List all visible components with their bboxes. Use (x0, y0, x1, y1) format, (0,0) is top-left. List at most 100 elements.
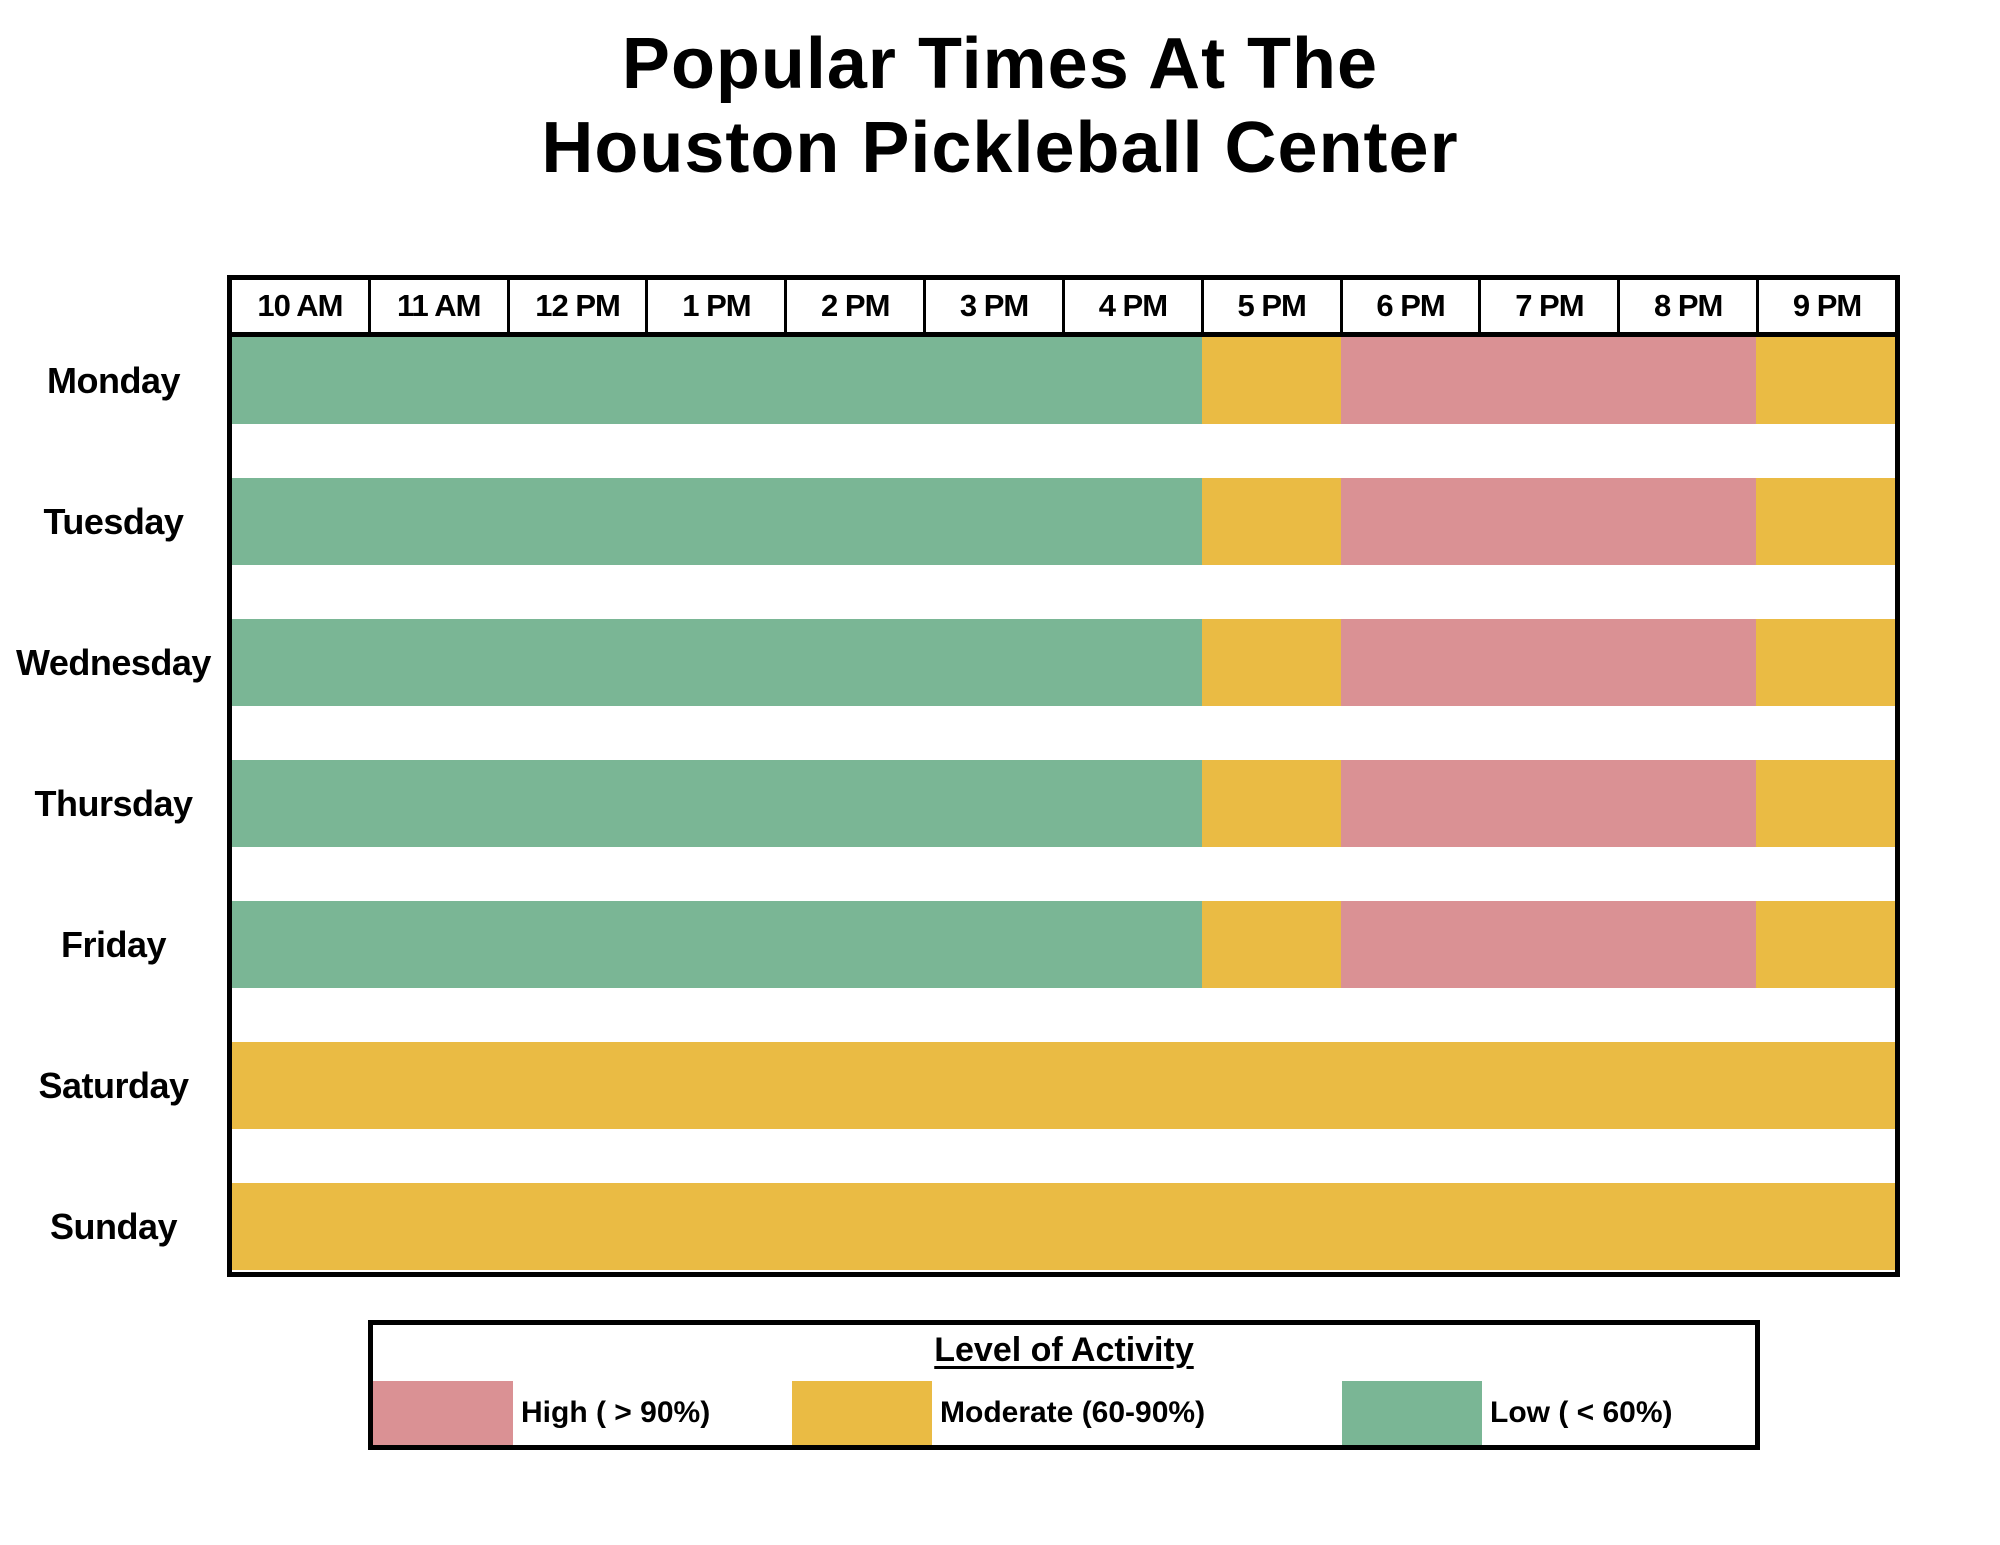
activity-cell-low (1063, 337, 1203, 424)
activity-cell-low (509, 901, 648, 988)
activity-cell-low (370, 619, 510, 706)
legend-title: Level of Activity (934, 1331, 1194, 1369)
activity-cell-moderate (1202, 1183, 1341, 1270)
activity-cell-low (370, 901, 510, 988)
activity-cell-moderate (647, 1183, 787, 1270)
activity-cell-high (1617, 760, 1757, 847)
day-row (232, 901, 1895, 988)
day-row (232, 1042, 1895, 1129)
activity-cell-high (1479, 619, 1618, 706)
activity-cell-low (786, 760, 925, 847)
activity-cell-moderate (786, 1183, 925, 1270)
activity-cell-low (232, 760, 371, 847)
activity-cell-moderate (1756, 1042, 1895, 1129)
activity-cell-low (232, 478, 371, 565)
activity-cell-moderate (1756, 619, 1895, 706)
activity-cell-high (1479, 478, 1618, 565)
time-header-cell: 8 PM (1620, 280, 1760, 332)
activity-cell-moderate (647, 1042, 787, 1129)
activity-cell-moderate (1202, 1042, 1341, 1129)
activity-cell-high (1479, 760, 1618, 847)
activity-cell-low (786, 478, 925, 565)
day-row (232, 337, 1895, 424)
activity-cell-moderate (1479, 1042, 1618, 1129)
day-row (232, 619, 1895, 706)
time-header-cell: 3 PM (926, 280, 1065, 332)
activity-cell-low (924, 901, 1064, 988)
activity-cell-moderate (509, 1183, 648, 1270)
legend-item-low: Low ( < 60%) (1342, 1381, 1673, 1445)
activity-cell-moderate (370, 1183, 510, 1270)
day-label: Sunday (49, 1205, 178, 1247)
activity-cell-low (1063, 901, 1203, 988)
activity-cell-low (647, 337, 787, 424)
activity-cell-moderate (1756, 337, 1895, 424)
activity-cell-low (509, 619, 648, 706)
legend-swatch-low (1342, 1381, 1482, 1445)
time-header-cell: 4 PM (1064, 280, 1204, 332)
activity-cell-low (786, 619, 925, 706)
day-label: Monday (46, 359, 181, 401)
activity-cell-low (509, 760, 648, 847)
legend-item-moderate: Moderate (60-90%) (792, 1381, 1205, 1445)
activity-cell-low (924, 619, 1064, 706)
activity-cell-low (647, 478, 787, 565)
activity-cell-moderate (924, 1042, 1064, 1129)
activity-cell-low (786, 337, 925, 424)
activity-cell-high (1340, 619, 1480, 706)
activity-cell-low (924, 760, 1064, 847)
legend-swatch-moderate (792, 1381, 932, 1445)
activity-cell-low (509, 478, 648, 565)
legend-label: Low ( < 60%) (1490, 1396, 1673, 1429)
time-header-cell: 9 PM (1759, 280, 1895, 332)
time-header-row: 10 AM 11 AM 12 PM 1 PM 2 PM 3 PM 4 PM 5 PM 6 PM 7… (232, 280, 1895, 337)
time-header-cell: 1 PM (648, 280, 788, 332)
legend-label: High ( > 90%) (521, 1396, 711, 1429)
activity-cell-moderate (370, 1042, 510, 1129)
activity-cell-low (924, 478, 1064, 565)
time-header-cell: 12 PM (509, 280, 649, 332)
activity-cell-moderate (232, 1183, 371, 1270)
activity-cell-moderate (1202, 478, 1341, 565)
activity-cell-moderate (1617, 1042, 1757, 1129)
activity-cell-moderate (1063, 1183, 1203, 1270)
activity-cell-low (370, 478, 510, 565)
activity-cell-high (1340, 478, 1480, 565)
day-row (232, 478, 1895, 565)
time-header-cell: 6 PM (1342, 280, 1482, 332)
activity-cell-moderate (1202, 760, 1341, 847)
activity-cell-low (370, 337, 510, 424)
activity-cell-moderate (924, 1183, 1064, 1270)
time-header-cell: 5 PM (1203, 280, 1343, 332)
chart-title: Popular Times At The Houston Pickleball … (0, 22, 2000, 190)
day-label: Friday (60, 923, 167, 965)
activity-cell-low (509, 337, 648, 424)
activity-cell-high (1340, 760, 1480, 847)
activity-cell-low (232, 337, 371, 424)
activity-cell-high (1479, 901, 1618, 988)
activity-cell-moderate (1340, 1042, 1480, 1129)
day-labels-column: Monday Tuesday Wednesday Thursday Friday Satu… (0, 337, 227, 1270)
day-rows (232, 337, 1895, 1270)
activity-cell-high (1617, 337, 1757, 424)
activity-cell-low (370, 760, 510, 847)
time-header-cell: 10 AM (232, 280, 371, 332)
activity-cell-low (647, 619, 787, 706)
activity-cell-moderate (1617, 1183, 1757, 1270)
activity-cell-moderate (1756, 901, 1895, 988)
day-label: Saturday (38, 1064, 189, 1106)
legend-label: Moderate (60-90%) (940, 1396, 1206, 1429)
activity-cell-moderate (1756, 478, 1895, 565)
time-header-cell: 11 AM (370, 280, 510, 332)
schedule-grid: 10 AM 11 AM 12 PM 1 PM 2 PM 3 PM 4 PM 5 PM 6 PM 7… (227, 275, 1900, 1277)
time-header-cell: 7 PM (1481, 280, 1621, 332)
activity-cell-low (924, 337, 1064, 424)
chart-title-line2: Houston Pickleball Center (541, 108, 1459, 188)
activity-cell-low (786, 901, 925, 988)
activity-cell-high (1617, 478, 1757, 565)
activity-cell-high (1617, 901, 1757, 988)
activity-cell-moderate (1340, 1183, 1480, 1270)
activity-cell-moderate (1756, 760, 1895, 847)
activity-cell-low (232, 901, 371, 988)
